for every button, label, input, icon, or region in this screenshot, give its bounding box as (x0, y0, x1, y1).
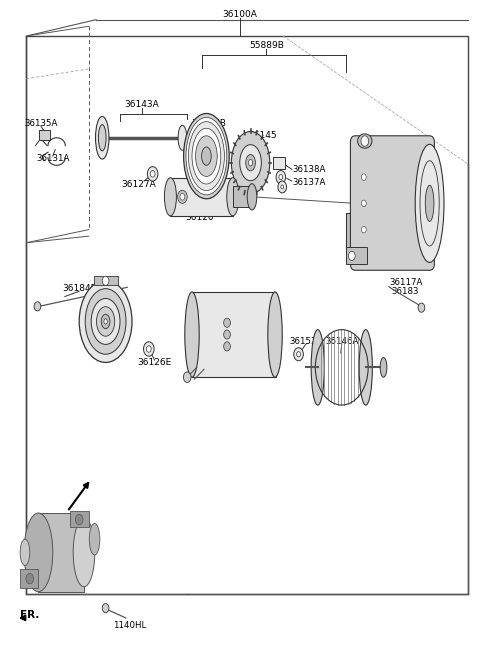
Circle shape (276, 171, 286, 184)
Ellipse shape (79, 281, 132, 362)
Bar (70, 511, 89, 527)
Circle shape (361, 174, 366, 180)
Ellipse shape (101, 314, 110, 329)
Circle shape (102, 276, 109, 285)
Ellipse shape (96, 307, 115, 336)
Ellipse shape (358, 134, 372, 148)
Circle shape (418, 303, 425, 312)
Circle shape (150, 171, 155, 177)
Text: 36120: 36120 (185, 213, 214, 222)
Circle shape (34, 302, 41, 311)
Text: 36145: 36145 (248, 131, 277, 140)
Ellipse shape (164, 178, 176, 216)
Ellipse shape (240, 144, 261, 180)
Ellipse shape (20, 539, 30, 565)
Circle shape (224, 318, 230, 327)
Text: 36100A: 36100A (223, 10, 257, 19)
Text: 36184E: 36184E (62, 284, 96, 293)
Text: 36150: 36150 (218, 299, 247, 308)
Bar (94, 276, 118, 285)
Circle shape (144, 342, 154, 356)
Text: 36143A: 36143A (124, 100, 159, 110)
Text: 36152B: 36152B (289, 337, 323, 346)
Circle shape (224, 330, 230, 339)
Ellipse shape (227, 178, 239, 216)
Text: 36117A: 36117A (389, 277, 422, 287)
Circle shape (279, 174, 283, 180)
Ellipse shape (380, 358, 387, 377)
Ellipse shape (183, 113, 229, 199)
Ellipse shape (104, 319, 108, 324)
Text: 36137A: 36137A (293, 178, 326, 187)
Ellipse shape (425, 185, 434, 222)
Bar (38, 513, 84, 592)
Text: 36126E: 36126E (137, 358, 172, 367)
Ellipse shape (85, 289, 126, 354)
Circle shape (180, 194, 185, 200)
Ellipse shape (188, 122, 225, 190)
Text: 36137B: 36137B (192, 119, 226, 128)
Ellipse shape (185, 292, 199, 377)
Ellipse shape (73, 518, 95, 586)
Ellipse shape (24, 513, 53, 592)
Text: 36146A: 36146A (325, 337, 359, 346)
Circle shape (183, 372, 191, 382)
Text: 36170: 36170 (89, 344, 118, 354)
Circle shape (26, 573, 34, 584)
Ellipse shape (268, 292, 282, 377)
Ellipse shape (89, 523, 100, 555)
Bar (170, 178, 233, 216)
Circle shape (278, 181, 287, 193)
Circle shape (281, 185, 284, 189)
Ellipse shape (91, 298, 120, 344)
Circle shape (361, 136, 369, 146)
Ellipse shape (231, 131, 270, 194)
Ellipse shape (178, 125, 187, 150)
Ellipse shape (247, 184, 257, 210)
Circle shape (348, 251, 355, 260)
Circle shape (102, 604, 109, 613)
Bar (26, 36, 468, 594)
Ellipse shape (196, 136, 217, 176)
Text: 36183: 36183 (392, 287, 420, 297)
Circle shape (178, 190, 187, 203)
Bar (346, 247, 367, 264)
Ellipse shape (98, 125, 106, 151)
Circle shape (297, 352, 300, 357)
Text: 1140HL: 1140HL (113, 621, 146, 630)
Circle shape (75, 514, 83, 525)
Ellipse shape (415, 144, 444, 262)
Circle shape (361, 200, 366, 207)
Text: 36131A: 36131A (36, 154, 70, 163)
Bar (233, 186, 252, 207)
Ellipse shape (246, 154, 255, 171)
Text: 55889B: 55889B (249, 41, 284, 51)
FancyBboxPatch shape (350, 136, 434, 270)
Ellipse shape (359, 329, 372, 405)
Text: 36138A: 36138A (293, 165, 326, 174)
Circle shape (147, 167, 158, 181)
Circle shape (294, 348, 303, 361)
Text: FR.: FR. (20, 610, 39, 621)
Ellipse shape (96, 116, 109, 159)
Circle shape (224, 342, 230, 351)
Circle shape (361, 226, 366, 233)
Ellipse shape (311, 329, 324, 405)
Bar (192, 292, 276, 377)
Bar (39, 130, 50, 140)
Bar (346, 213, 374, 251)
Ellipse shape (249, 159, 252, 166)
Ellipse shape (186, 117, 227, 195)
Text: 36127A: 36127A (121, 180, 156, 190)
Circle shape (146, 346, 151, 352)
Text: 36110: 36110 (403, 179, 432, 188)
Bar (20, 569, 38, 588)
Ellipse shape (192, 128, 221, 184)
Ellipse shape (202, 147, 211, 165)
Text: 36135A: 36135A (24, 119, 58, 128)
Ellipse shape (420, 161, 439, 246)
Bar (273, 157, 285, 169)
